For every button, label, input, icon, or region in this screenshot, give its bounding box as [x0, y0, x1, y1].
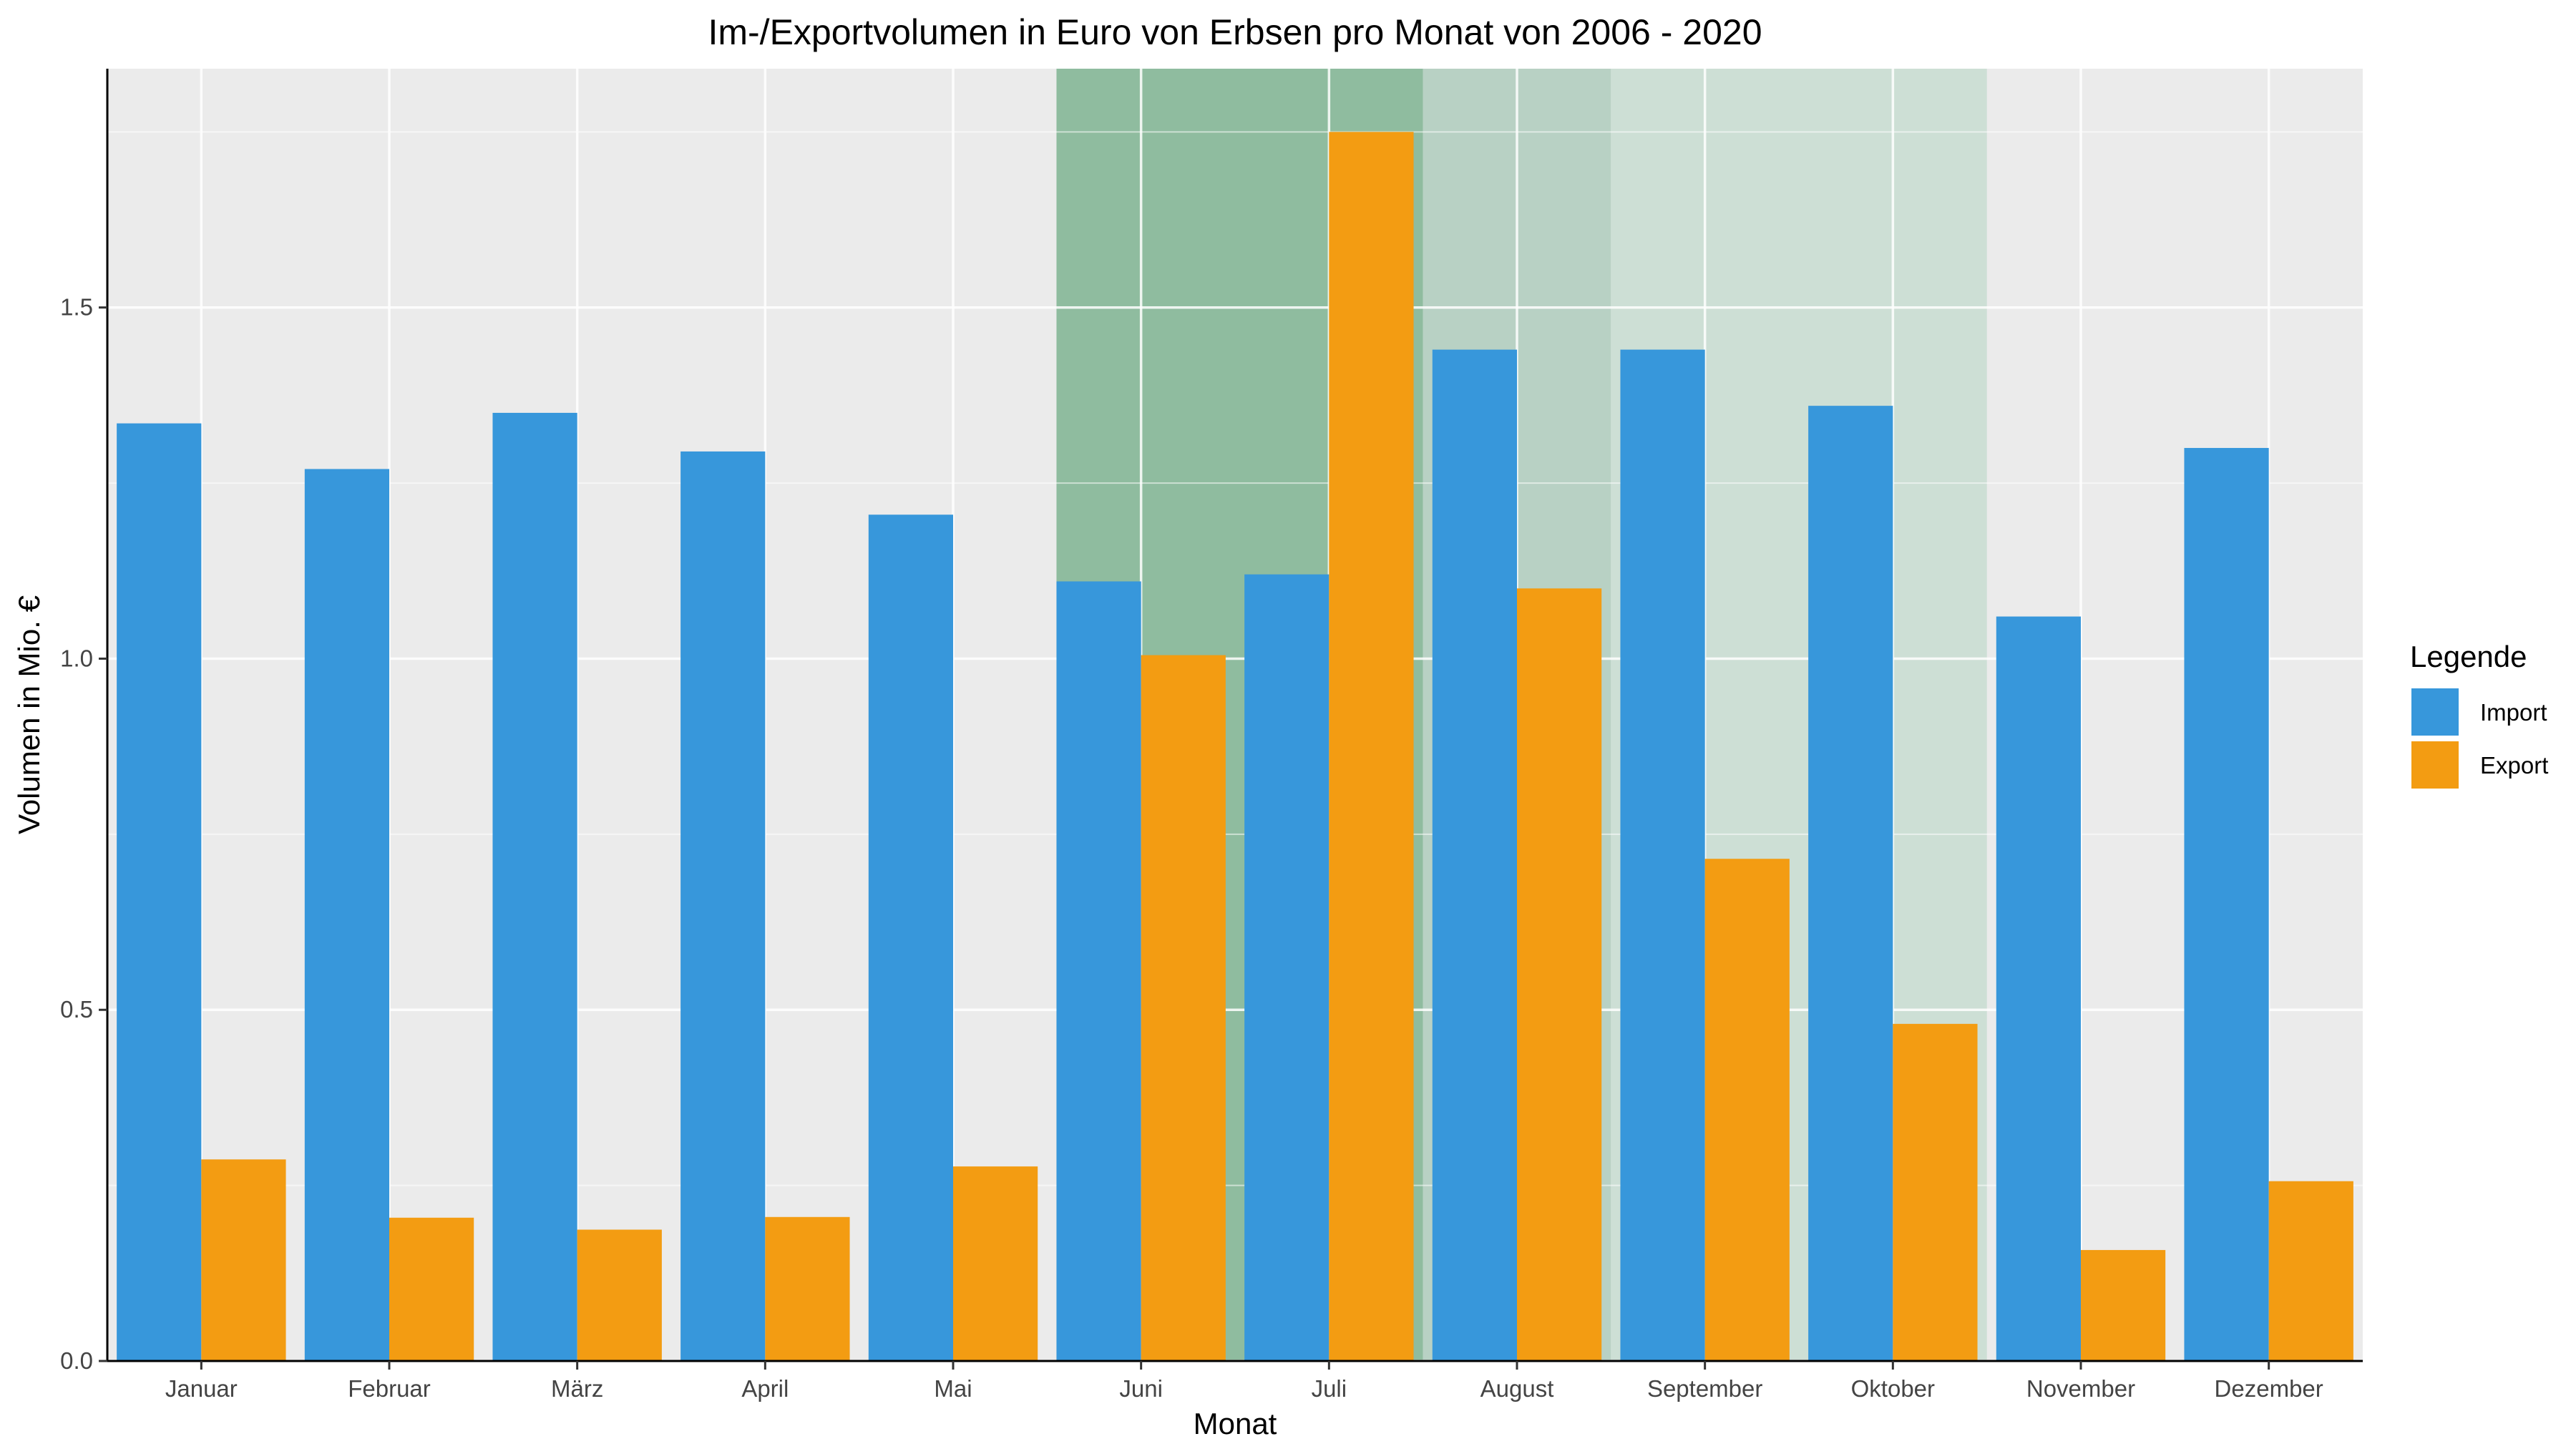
bar-import-dezember	[2184, 448, 2269, 1361]
x-tick-label-april: April	[741, 1375, 789, 1402]
bar-import-januar	[117, 423, 202, 1361]
y-tick-label: 0.0	[60, 1347, 93, 1374]
bar-import-april	[680, 451, 766, 1361]
legend-label-export: Export	[2480, 752, 2548, 779]
bar-export-maerz	[577, 1229, 662, 1361]
bar-import-oktober	[1808, 406, 1893, 1362]
bar-export-juli	[1329, 132, 1414, 1362]
x-tick-label-august: August	[1480, 1375, 1554, 1402]
y-tick-label: 1.0	[60, 645, 93, 671]
bar-export-februar	[389, 1217, 474, 1361]
x-tick-label-november: November	[2026, 1375, 2135, 1402]
chart-title: Im-/Exportvolumen in Euro von Erbsen pro…	[708, 12, 1762, 52]
x-tick-label-juni: Juni	[1119, 1375, 1163, 1402]
bar-import-juli	[1244, 574, 1330, 1361]
axes	[106, 69, 2363, 1362]
y-tick-labels: 0.0 0.5 1.0 1.5	[60, 294, 107, 1374]
x-tick-label-februar: Februar	[348, 1375, 431, 1402]
legend-title: Legende	[2410, 640, 2527, 673]
x-tick-label-oktober: Oktober	[1851, 1375, 1935, 1402]
legend-swatch-import	[2411, 688, 2459, 736]
bar-export-september	[1704, 859, 1790, 1361]
bar-import-mai	[868, 514, 953, 1361]
x-axis-title: Monat	[1194, 1407, 1277, 1440]
x-tick-label-maerz: März	[551, 1375, 603, 1402]
bar-export-august	[1517, 588, 1602, 1361]
bar-export-oktober	[1893, 1023, 1978, 1361]
bar-import-februar	[304, 469, 389, 1361]
bar-export-mai	[953, 1166, 1038, 1361]
bar-import-juni	[1056, 581, 1141, 1361]
legend-label-import: Import	[2480, 699, 2547, 726]
x-tick-label-juli: Juli	[1312, 1375, 1347, 1402]
y-axis-title: Volumen in Mio. €	[12, 595, 46, 834]
bar-export-april	[765, 1216, 850, 1361]
x-tick-label-januar: Januar	[165, 1375, 238, 1402]
x-tick-label-mai: Mai	[934, 1375, 972, 1402]
legend: Legende Import Export	[2410, 640, 2548, 789]
bar-import-september	[1620, 349, 1705, 1362]
y-tick-label: 0.5	[60, 996, 93, 1023]
legend-swatch-export	[2411, 741, 2459, 789]
x-tick-label-dezember: Dezember	[2215, 1375, 2323, 1402]
y-tick-label: 1.5	[60, 294, 93, 321]
bar-import-november	[1996, 616, 2081, 1362]
bar-import-maerz	[492, 412, 577, 1361]
x-tick-labels: Januar Februar März April Mai Juni Juli August S…	[165, 1361, 2323, 1402]
bars	[117, 132, 2353, 1362]
bar-export-november	[2081, 1249, 2166, 1361]
bar-import-august	[1432, 349, 1517, 1362]
x-tick-label-september: September	[1647, 1375, 1762, 1402]
bar-export-dezember	[2268, 1181, 2353, 1361]
bar-export-januar	[201, 1159, 286, 1361]
bar-export-juni	[1141, 655, 1226, 1361]
